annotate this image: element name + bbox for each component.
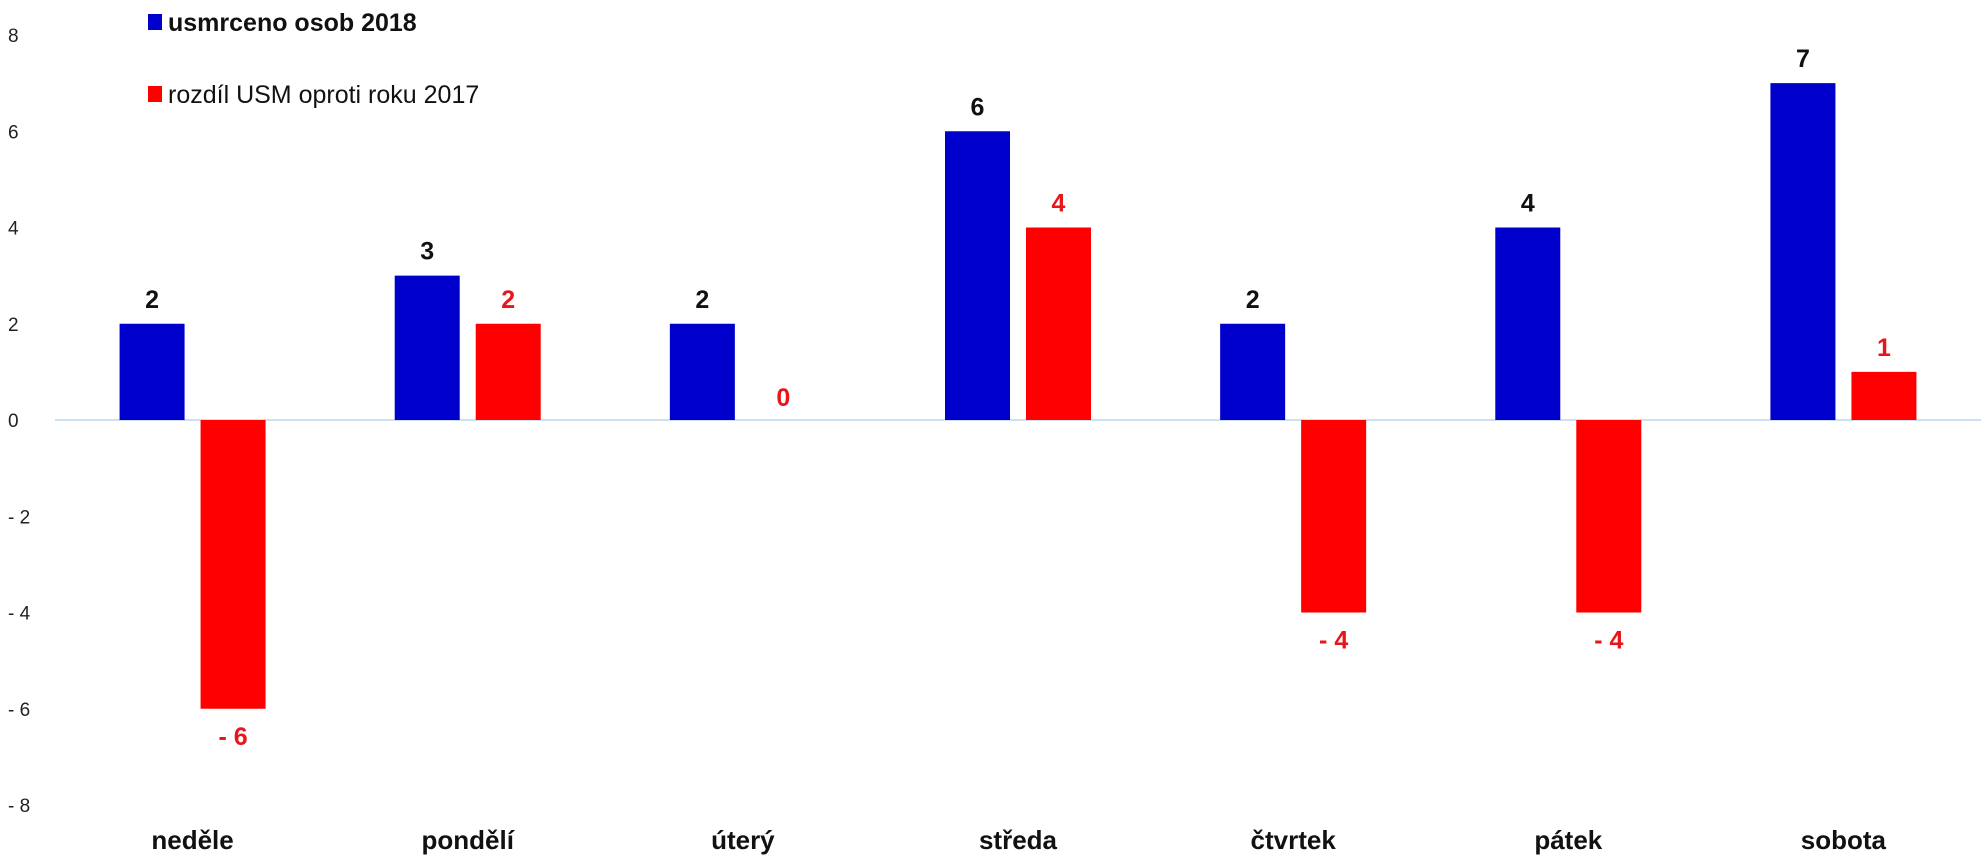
y-tick-label: 0	[8, 411, 19, 432]
data-label-series-2: 0	[776, 384, 790, 412]
legend-swatch-series-1	[148, 14, 162, 30]
x-category-label: úterý	[711, 825, 775, 855]
bar-series-1	[119, 323, 185, 420]
legend-label-series-1: usmrceno osob 2018	[168, 9, 417, 37]
bar-series-2	[1576, 420, 1642, 613]
x-category-label: pondělí	[421, 825, 514, 855]
bar-series-2	[1851, 371, 1917, 420]
data-label-series-1: 6	[971, 93, 985, 121]
y-tick-label: 8	[8, 26, 19, 47]
bar-series-1	[1220, 323, 1286, 420]
data-labels-group: 2 - 6 3 2 2 0 6 4 2 - 4 4 - 4 7 1	[145, 45, 1891, 751]
data-label-series-1: 7	[1796, 45, 1810, 73]
bar-series-1	[945, 131, 1010, 420]
x-category-label: středa	[979, 825, 1058, 855]
bar-series-1	[1495, 227, 1561, 420]
y-tick-label: - 2	[8, 507, 30, 528]
bar-series-2	[1301, 420, 1367, 613]
x-category-label: neděle	[151, 825, 233, 855]
data-label-series-1: 4	[1521, 190, 1535, 218]
x-category-label: čtvrtek	[1251, 825, 1337, 855]
bar-series-2	[475, 323, 541, 420]
legend-item-series-2: rozdíl USM oproti roku 2017	[148, 81, 479, 109]
data-label-series-1: 2	[1246, 286, 1260, 314]
data-label-series-2: - 4	[1594, 627, 1623, 655]
data-label-series-2: 4	[1052, 190, 1066, 218]
data-label-series-2: 2	[501, 286, 515, 314]
data-label-series-1: 2	[145, 286, 159, 314]
x-category-label: sobota	[1801, 825, 1887, 855]
bar-series-2	[200, 420, 266, 709]
legend-item-series-1: usmrceno osob 2018	[148, 9, 417, 37]
x-category-label: pátek	[1534, 825, 1602, 855]
data-label-series-2: 1	[1877, 334, 1891, 362]
legend-label-series-2: rozdíl USM oproti roku 2017	[168, 81, 479, 109]
bar-series-1	[394, 275, 460, 420]
y-tick-label: - 4	[8, 604, 31, 625]
y-tick-label: - 8	[8, 796, 30, 817]
data-label-series-1: 2	[695, 286, 709, 314]
bar-series-2	[1026, 227, 1091, 420]
legend-swatch-series-2	[148, 86, 162, 102]
bars-group	[119, 83, 1917, 709]
y-tick-label: - 6	[8, 700, 30, 721]
data-label-series-2: - 4	[1319, 627, 1348, 655]
y-tick-label: 2	[8, 315, 19, 336]
data-label-series-1: 3	[420, 238, 434, 266]
y-axis-ticks: 8 6 4 2 0 - 2 - 4 - 6 - 8	[8, 26, 31, 817]
data-label-series-2: - 6	[218, 723, 247, 751]
y-tick-label: 6	[8, 122, 19, 143]
x-axis-categories: neděle pondělí úterý středa čtvrtek pátek sobo…	[151, 825, 1886, 855]
legend: usmrceno osob 2018 rozdíl USM oproti rok…	[148, 9, 479, 109]
bar-series-1	[1770, 83, 1836, 420]
y-tick-label: 4	[8, 219, 19, 240]
bar-series-1	[669, 323, 735, 420]
